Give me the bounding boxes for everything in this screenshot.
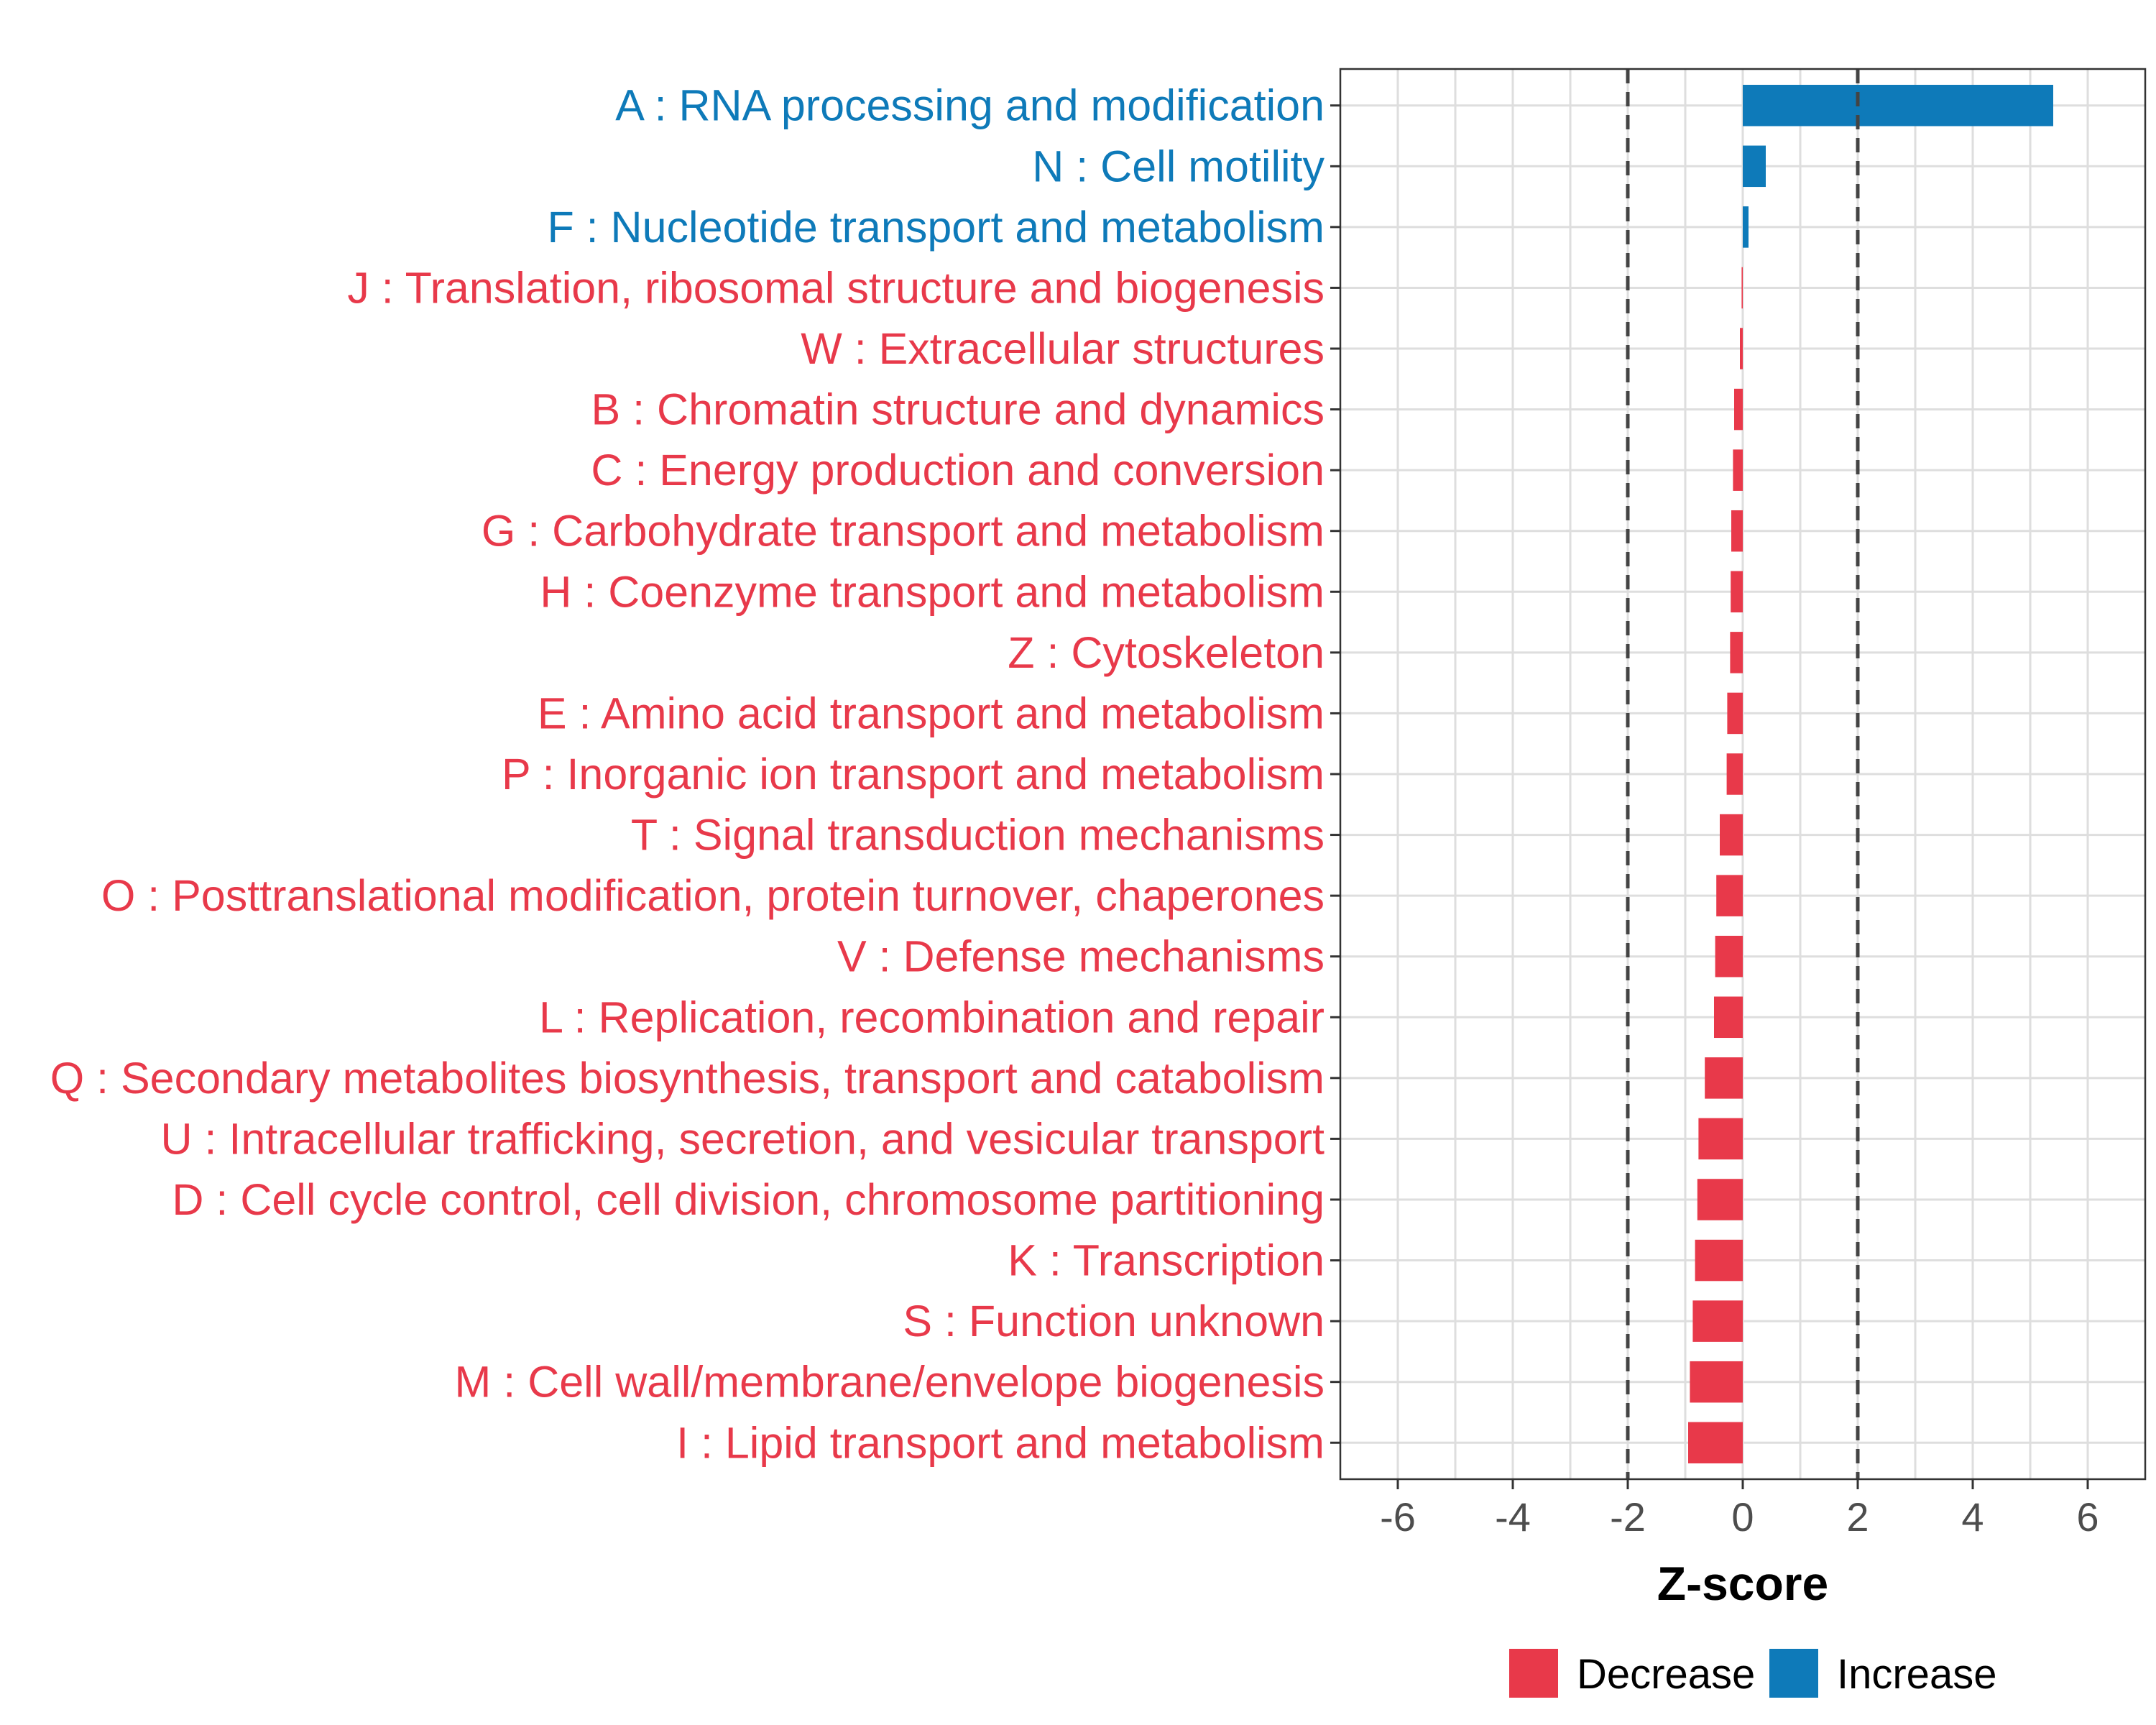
category-label: D : Cell cycle control, cell division, c… bbox=[172, 1175, 1325, 1224]
bar bbox=[1743, 206, 1749, 248]
category-label: T : Signal transduction mechanisms bbox=[631, 811, 1325, 860]
category-label: I : Lipid transport and metabolism bbox=[676, 1418, 1325, 1467]
category-label: K : Transcription bbox=[1008, 1236, 1325, 1285]
x-axis-title: Z-score bbox=[1657, 1557, 1828, 1610]
bar bbox=[1734, 388, 1743, 431]
category-label: S : Function unknown bbox=[903, 1297, 1325, 1346]
y-axis-labels: A : RNA processing and modification N : C… bbox=[50, 81, 1325, 1468]
bar bbox=[1705, 1057, 1743, 1099]
x-tick-label: 4 bbox=[1961, 1494, 1984, 1540]
category-label: Q : Secondary metabolites biosynthesis, … bbox=[50, 1054, 1325, 1103]
bar bbox=[1726, 753, 1743, 795]
bar bbox=[1688, 1422, 1743, 1464]
x-tick-label: 2 bbox=[1846, 1494, 1869, 1540]
category-label: E : Amino acid transport and metabolism bbox=[538, 689, 1325, 737]
legend-key-decrease bbox=[1509, 1649, 1558, 1698]
bar bbox=[1743, 145, 1766, 188]
x-tick-label: 6 bbox=[2076, 1494, 2099, 1540]
bar bbox=[1698, 1118, 1743, 1160]
x-tick-label: -6 bbox=[1380, 1494, 1416, 1540]
bar bbox=[1733, 449, 1743, 491]
category-label: F : Nucleotide transport and metabolism bbox=[547, 203, 1325, 252]
legend-key-increase bbox=[1769, 1649, 1818, 1698]
bar bbox=[1692, 1300, 1743, 1342]
bar bbox=[1743, 84, 2053, 126]
x-axis-tick-labels: -6 -4 -2 0 2 4 6 bbox=[1380, 1494, 2099, 1540]
bar bbox=[1731, 571, 1743, 613]
bar bbox=[1690, 1361, 1743, 1403]
bar bbox=[1740, 328, 1743, 369]
bar bbox=[1731, 510, 1743, 552]
category-label: M : Cell wall/membrane/envelope biogenes… bbox=[455, 1358, 1325, 1407]
category-label: P : Inorganic ion transport and metaboli… bbox=[502, 750, 1325, 799]
bar bbox=[1716, 875, 1743, 916]
category-label: W : Extracellular structures bbox=[801, 324, 1325, 373]
bar bbox=[1720, 814, 1743, 856]
x-tick-label: -2 bbox=[1610, 1494, 1646, 1540]
category-label: B : Chromatin structure and dynamics bbox=[591, 385, 1325, 434]
bar bbox=[1695, 1239, 1743, 1282]
category-label: U : Intracellular trafficking, secretion… bbox=[161, 1114, 1325, 1163]
x-axis-ticks bbox=[1396, 1479, 2089, 1489]
legend: Decrease Increase bbox=[1509, 1649, 1996, 1698]
y-axis-ticks bbox=[1330, 104, 1340, 1444]
bar bbox=[1715, 935, 1743, 978]
bar bbox=[1730, 632, 1743, 673]
category-label: V : Defense mechanisms bbox=[837, 932, 1325, 981]
bar bbox=[1697, 1179, 1743, 1220]
legend-label: Decrease bbox=[1577, 1651, 1755, 1698]
category-label: A : RNA processing and modification bbox=[615, 81, 1325, 130]
category-label: N : Cell motility bbox=[1032, 142, 1325, 190]
category-label: Z : Cytoskeleton bbox=[1008, 628, 1325, 677]
bar bbox=[1741, 267, 1743, 309]
category-label: L : Replication, recombination and repai… bbox=[539, 993, 1325, 1041]
category-label: C : Energy production and conversion bbox=[591, 446, 1325, 494]
reference-lines bbox=[1626, 69, 1860, 1479]
x-tick-label: -4 bbox=[1495, 1494, 1531, 1540]
category-label: J : Translation, ribosomal structure and… bbox=[347, 263, 1325, 312]
category-label: H : Coenzyme transport and metabolism bbox=[540, 567, 1325, 616]
bar bbox=[1727, 692, 1743, 735]
category-label: G : Carbohydrate transport and metabolis… bbox=[482, 507, 1325, 556]
bars bbox=[1688, 84, 2053, 1464]
x-tick-label: 0 bbox=[1731, 1494, 1754, 1540]
category-label: O : Posttranslational modification, prot… bbox=[101, 871, 1325, 920]
bar bbox=[1714, 996, 1743, 1039]
legend-label: Increase bbox=[1837, 1651, 1996, 1698]
